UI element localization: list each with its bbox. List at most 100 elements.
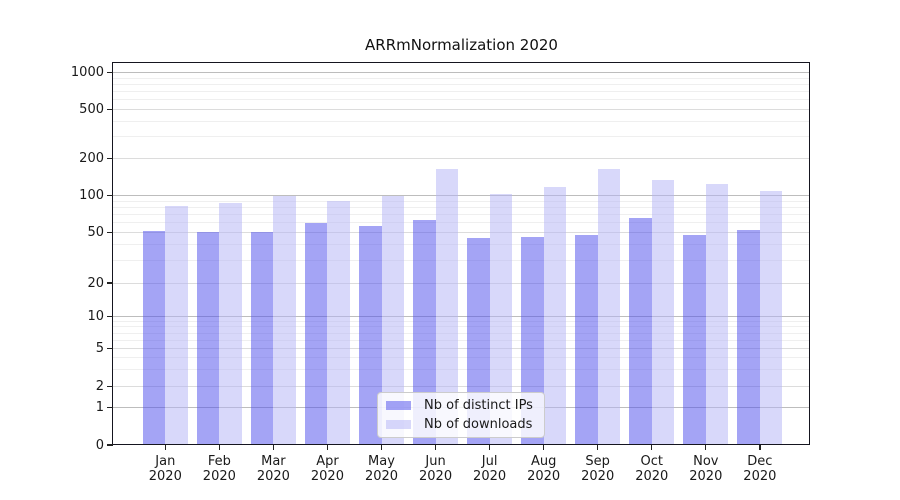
bar-distinct-ips [196,232,220,445]
bar-distinct-ips [683,234,706,445]
y-gridline [113,195,810,197]
bar-distinct-ips [575,234,598,445]
x-tick-label: Apr 2020 [310,454,344,484]
y-tick-mark [107,282,113,284]
y-gridline [113,231,810,233]
y-tick-mark [107,385,113,387]
bar-downloads [597,168,621,445]
y-gridline-minor [113,369,810,371]
y-gridline-minor [113,214,810,216]
y-gridline-minor [113,326,810,328]
x-tick-mark [380,445,383,450]
legend-item: Nb of downloads [386,417,536,432]
x-tick-label: Jun 2020 [419,454,453,484]
y-gridline [113,282,810,284]
legend-label: Nb of distinct IPs [424,398,533,414]
x-tick-mark [542,445,545,450]
x-tick-mark [488,445,491,450]
y-gridline [113,157,810,159]
bar-downloads [543,186,567,445]
bar-distinct-ips [142,231,166,445]
x-tick-label: Sep 2020 [581,454,615,484]
y-tick-mark [107,231,113,234]
y-gridline [113,72,810,74]
y-tick-label: 20 [87,275,104,291]
legend-item: Nb of distinct IPs [386,398,536,413]
y-gridline-minor [113,357,810,359]
y-gridline-minor [113,339,810,341]
y-gridline-minor [113,121,810,122]
legend-swatch [386,419,411,429]
y-gridline [113,348,810,350]
y-gridline-minor [113,244,810,246]
x-tick-label: Nov 2020 [689,454,723,484]
x-tick-label: Aug 2020 [527,454,561,484]
y-gridline-minor [113,260,810,262]
x-tick-label: Dec 2020 [743,454,777,484]
x-tick-label: May 2020 [364,454,399,484]
y-gridline [113,385,810,387]
y-tick-label: 100 [79,188,104,204]
y-gridline-minor [113,207,810,209]
bar-downloads [219,203,242,445]
legend-swatch [386,401,411,411]
bar-distinct-ips [737,230,760,445]
y-gridline-minor [113,332,810,334]
x-tick-mark [326,445,329,450]
bar-downloads [435,168,459,445]
y-tick-label: 1000 [70,65,104,81]
x-tick-label: Jul 2020 [473,454,507,484]
y-tick-label: 200 [79,150,104,166]
y-gridline [113,316,810,318]
y-tick-mark [107,315,113,318]
bar-downloads [165,206,188,445]
y-tick-mark [107,195,113,197]
x-tick-label: Feb 2020 [202,454,236,484]
y-tick-label: 5 [95,341,104,357]
y-gridline-minor [113,77,810,79]
bar-downloads [327,201,350,445]
y-tick-mark [107,347,113,350]
y-gridline-minor [113,91,810,93]
x-tick-mark [272,445,275,450]
x-tick-mark [705,445,707,450]
x-tick-label: Jan 2020 [148,454,182,484]
bar-downloads [489,194,513,445]
x-tick-label: Mar 2020 [256,454,290,484]
y-tick-mark [107,157,113,159]
bar-distinct-ips [359,226,382,445]
y-tick-label: 0 [95,437,104,453]
chart-legend: Nb of distinct IPs Nb of downloads [377,392,545,438]
y-gridline-minor [113,136,810,138]
bar-distinct-ips [629,217,652,445]
y-tick-label: 50 [87,224,104,240]
bar-downloads [381,196,404,445]
x-tick-mark [218,445,221,450]
bar-distinct-ips [304,222,328,445]
y-tick-label: 2 [95,378,104,394]
x-tick-label: Oct 2020 [635,454,669,484]
chart-title: ARRmNormalization 2020 [365,36,558,54]
y-tick-label: 1 [95,399,104,415]
y-tick-label: 500 [79,102,104,118]
x-tick-mark [597,445,599,450]
bar-downloads [273,195,296,445]
bar-distinct-ips [413,220,436,445]
y-gridline-minor [113,320,810,322]
y-gridline [113,109,810,111]
x-tick-mark [164,445,166,450]
x-tick-mark [434,445,437,450]
y-gridline-minor [113,222,810,224]
y-tick-label: 10 [87,309,104,325]
bar-downloads [759,191,783,445]
x-tick-mark [651,445,653,450]
legend-label: Nb of downloads [424,416,533,432]
y-tick-mark [107,72,113,74]
y-gridline-minor [113,99,810,101]
y-gridline-minor [113,84,810,86]
bar-distinct-ips [250,232,274,445]
x-tick-mark [759,445,761,450]
y-tick-mark [107,406,113,408]
y-tick-mark [107,109,113,111]
